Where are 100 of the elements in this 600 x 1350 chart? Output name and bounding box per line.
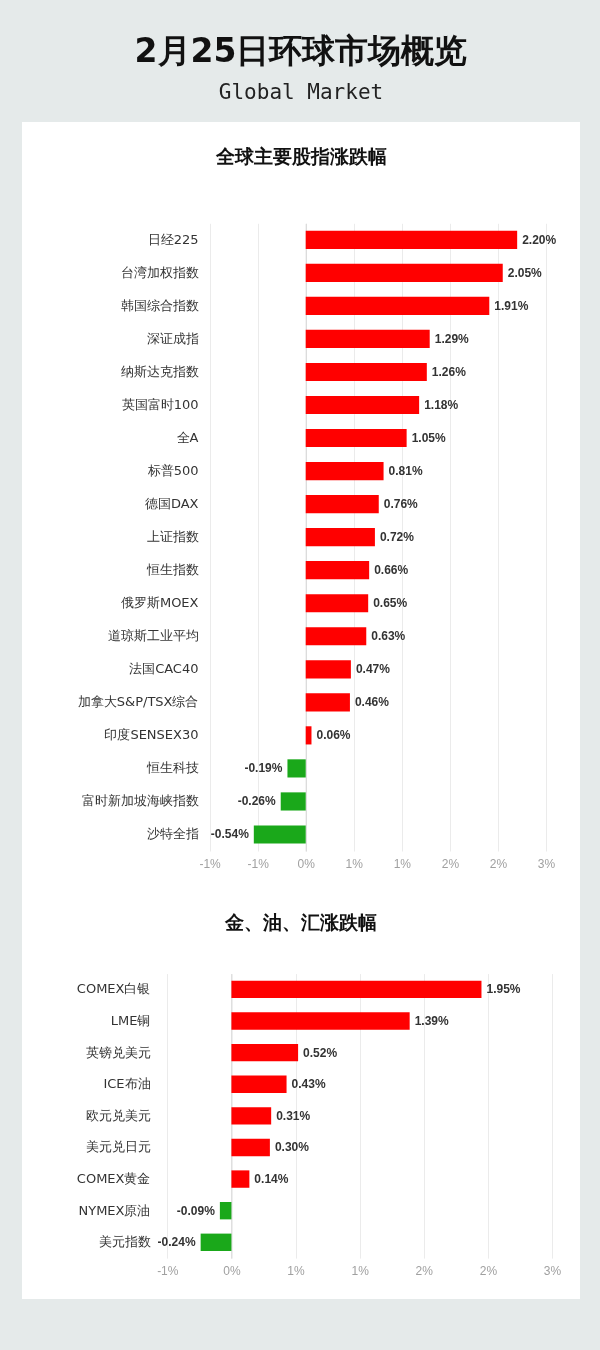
data-label: 1.05% — [411, 431, 446, 446]
data-label: 2.05% — [507, 265, 543, 280]
data-label: -0.54% — [210, 827, 250, 842]
data-label: 0.14% — [254, 1172, 289, 1187]
data-label: 0.43% — [291, 1077, 326, 1092]
y-tick-label: 恒生指数 — [145, 562, 199, 578]
bar — [219, 1201, 232, 1220]
y-tick-label: 恒生科技 — [145, 760, 199, 776]
y-tick-label: 美元指数 — [98, 1234, 151, 1250]
data-label: 0.30% — [274, 1140, 310, 1155]
bar — [305, 362, 427, 382]
bar — [305, 693, 350, 712]
y-tick-label: 法国CAC40 — [129, 661, 199, 677]
text: 2月25日环球市场概览 — [134, 31, 468, 70]
x-tick-label: -1% — [157, 1263, 179, 1278]
bar — [200, 1233, 232, 1251]
data-label: 0.66% — [374, 563, 409, 578]
x-tick-label: 3% — [537, 856, 556, 871]
data-label: 0.65% — [373, 596, 408, 611]
y-tick-label: 加拿大S&P/TSX综合 — [77, 694, 199, 710]
x-tick-label: 2% — [479, 1263, 498, 1278]
y-tick-label: 德国DAX — [144, 496, 199, 512]
data-label: -0.09% — [176, 1203, 216, 1218]
data-label: 0.47% — [355, 662, 391, 677]
data-label: 1.18% — [424, 398, 459, 412]
data-label: -0.19% — [244, 761, 283, 776]
y-tick-label: 上证指数 — [146, 529, 199, 545]
x-tick-label: 2% — [489, 856, 508, 871]
y-tick-label: COMEX白银 — [76, 981, 151, 997]
data-label: 1.95% — [486, 982, 521, 997]
x-tick-label: 1% — [393, 856, 412, 871]
chart-title: 全球主要股指涨跌幅 — [214, 145, 387, 167]
bar — [305, 395, 420, 415]
x-tick-label: 0% — [297, 856, 316, 871]
data-label: -0.26% — [237, 794, 277, 809]
y-tick-label: 日经225 — [147, 231, 199, 247]
bar — [305, 660, 351, 679]
y-tick-label: 印度SENSEX30 — [104, 727, 199, 743]
y-tick-label: 道琼斯工业平均 — [107, 628, 199, 644]
y-tick-label: 美元兑日元 — [85, 1139, 151, 1155]
x-tick-label: 0% — [223, 1263, 241, 1278]
data-label: 1.26% — [431, 364, 467, 379]
y-tick-label: 深证成指 — [146, 330, 199, 346]
data-label: -0.24% — [157, 1235, 196, 1250]
bar — [231, 1075, 287, 1093]
y-tick-label: 标普500 — [146, 463, 199, 479]
y-tick-label: COMEX黄金 — [76, 1171, 151, 1187]
data-label: 0.06% — [316, 728, 351, 743]
bar — [305, 495, 379, 514]
data-label: 0.76% — [383, 497, 419, 512]
y-tick-label: 沙特全指 — [146, 826, 199, 842]
x-tick-label: 1% — [345, 856, 364, 871]
x-tick-label: -1% — [247, 856, 270, 871]
y-tick-label: ICE布油 — [103, 1076, 151, 1092]
bar — [280, 792, 306, 811]
bar — [231, 1043, 299, 1062]
bar — [305, 230, 518, 249]
y-tick-label: 俄罗斯MOEX — [120, 595, 199, 611]
y-tick-label: 富时新加坡海峡指数 — [81, 793, 199, 809]
y-tick-label: LME铜 — [110, 1013, 151, 1029]
x-tick-label: 1% — [351, 1263, 370, 1278]
bar — [305, 627, 367, 646]
bar — [305, 594, 369, 613]
bar — [305, 263, 503, 282]
x-tick-label: 2% — [441, 856, 460, 871]
data-label: 1.91% — [494, 298, 529, 313]
bar — [305, 329, 430, 349]
y-tick-label: 英国富时100 — [121, 397, 199, 412]
data-label: 0.46% — [354, 695, 390, 710]
data-label: 1.39% — [414, 1014, 450, 1029]
bar — [231, 1170, 250, 1188]
x-tick-label: 3% — [543, 1263, 562, 1278]
data-label: 0.31% — [276, 1108, 311, 1123]
bar — [231, 1012, 410, 1030]
y-tick-label: 全A — [176, 430, 199, 446]
y-tick-label: 纳斯达克指数 — [120, 363, 199, 379]
y-tick-label: NYMEX原油 — [78, 1202, 151, 1218]
bar — [231, 1138, 270, 1157]
bar — [305, 428, 407, 448]
bar — [305, 528, 375, 547]
y-tick-label: 台湾加权指数 — [120, 264, 199, 280]
x-tick-label: -1% — [199, 856, 222, 871]
y-tick-label: 英镑兑美元 — [85, 1044, 151, 1060]
data-label: 0.63% — [371, 629, 406, 644]
y-tick-label: 欧元兑美元 — [85, 1107, 151, 1123]
bar — [231, 980, 482, 999]
bar — [253, 825, 306, 844]
bar — [305, 296, 490, 315]
data-label: 1.29% — [434, 331, 470, 346]
bar — [305, 461, 384, 481]
bar — [287, 759, 306, 778]
bar — [305, 561, 370, 580]
bar — [231, 1107, 272, 1125]
x-tick-label: 1% — [287, 1263, 306, 1278]
chart-title: 金、油、汇涨跌幅 — [224, 911, 377, 933]
data-label: 0.72% — [379, 530, 415, 545]
data-label: 2.20% — [522, 232, 557, 247]
text: Global Market — [218, 80, 384, 104]
data-label: 0.52% — [303, 1045, 338, 1060]
x-tick-label: 2% — [415, 1263, 434, 1278]
